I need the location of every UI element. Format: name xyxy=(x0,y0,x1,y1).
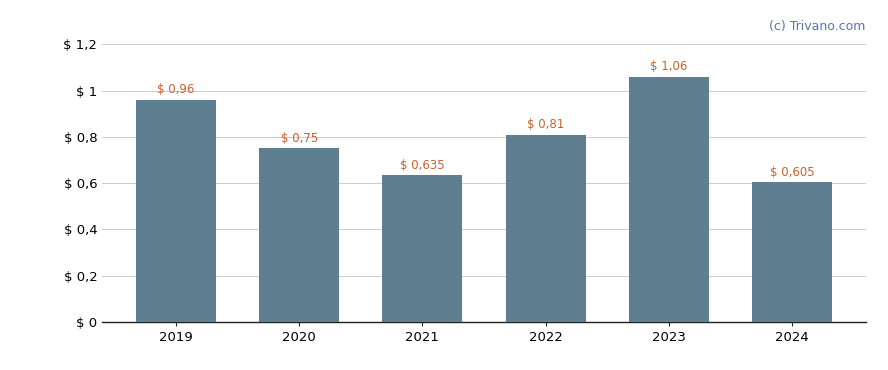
Bar xyxy=(383,175,463,322)
Text: $ 0,81: $ 0,81 xyxy=(527,118,564,131)
Bar xyxy=(752,182,832,322)
Text: $ 0,75: $ 0,75 xyxy=(281,132,318,145)
Text: $ 0,605: $ 0,605 xyxy=(770,165,814,179)
Text: $ 0,635: $ 0,635 xyxy=(400,159,445,172)
Text: $ 1,06: $ 1,06 xyxy=(650,60,687,73)
Bar xyxy=(136,100,216,322)
Bar xyxy=(259,148,339,322)
Text: $ 0,96: $ 0,96 xyxy=(157,83,194,97)
Text: (c) Trivano.com: (c) Trivano.com xyxy=(769,20,866,33)
Bar xyxy=(505,135,585,322)
Bar xyxy=(629,77,709,322)
